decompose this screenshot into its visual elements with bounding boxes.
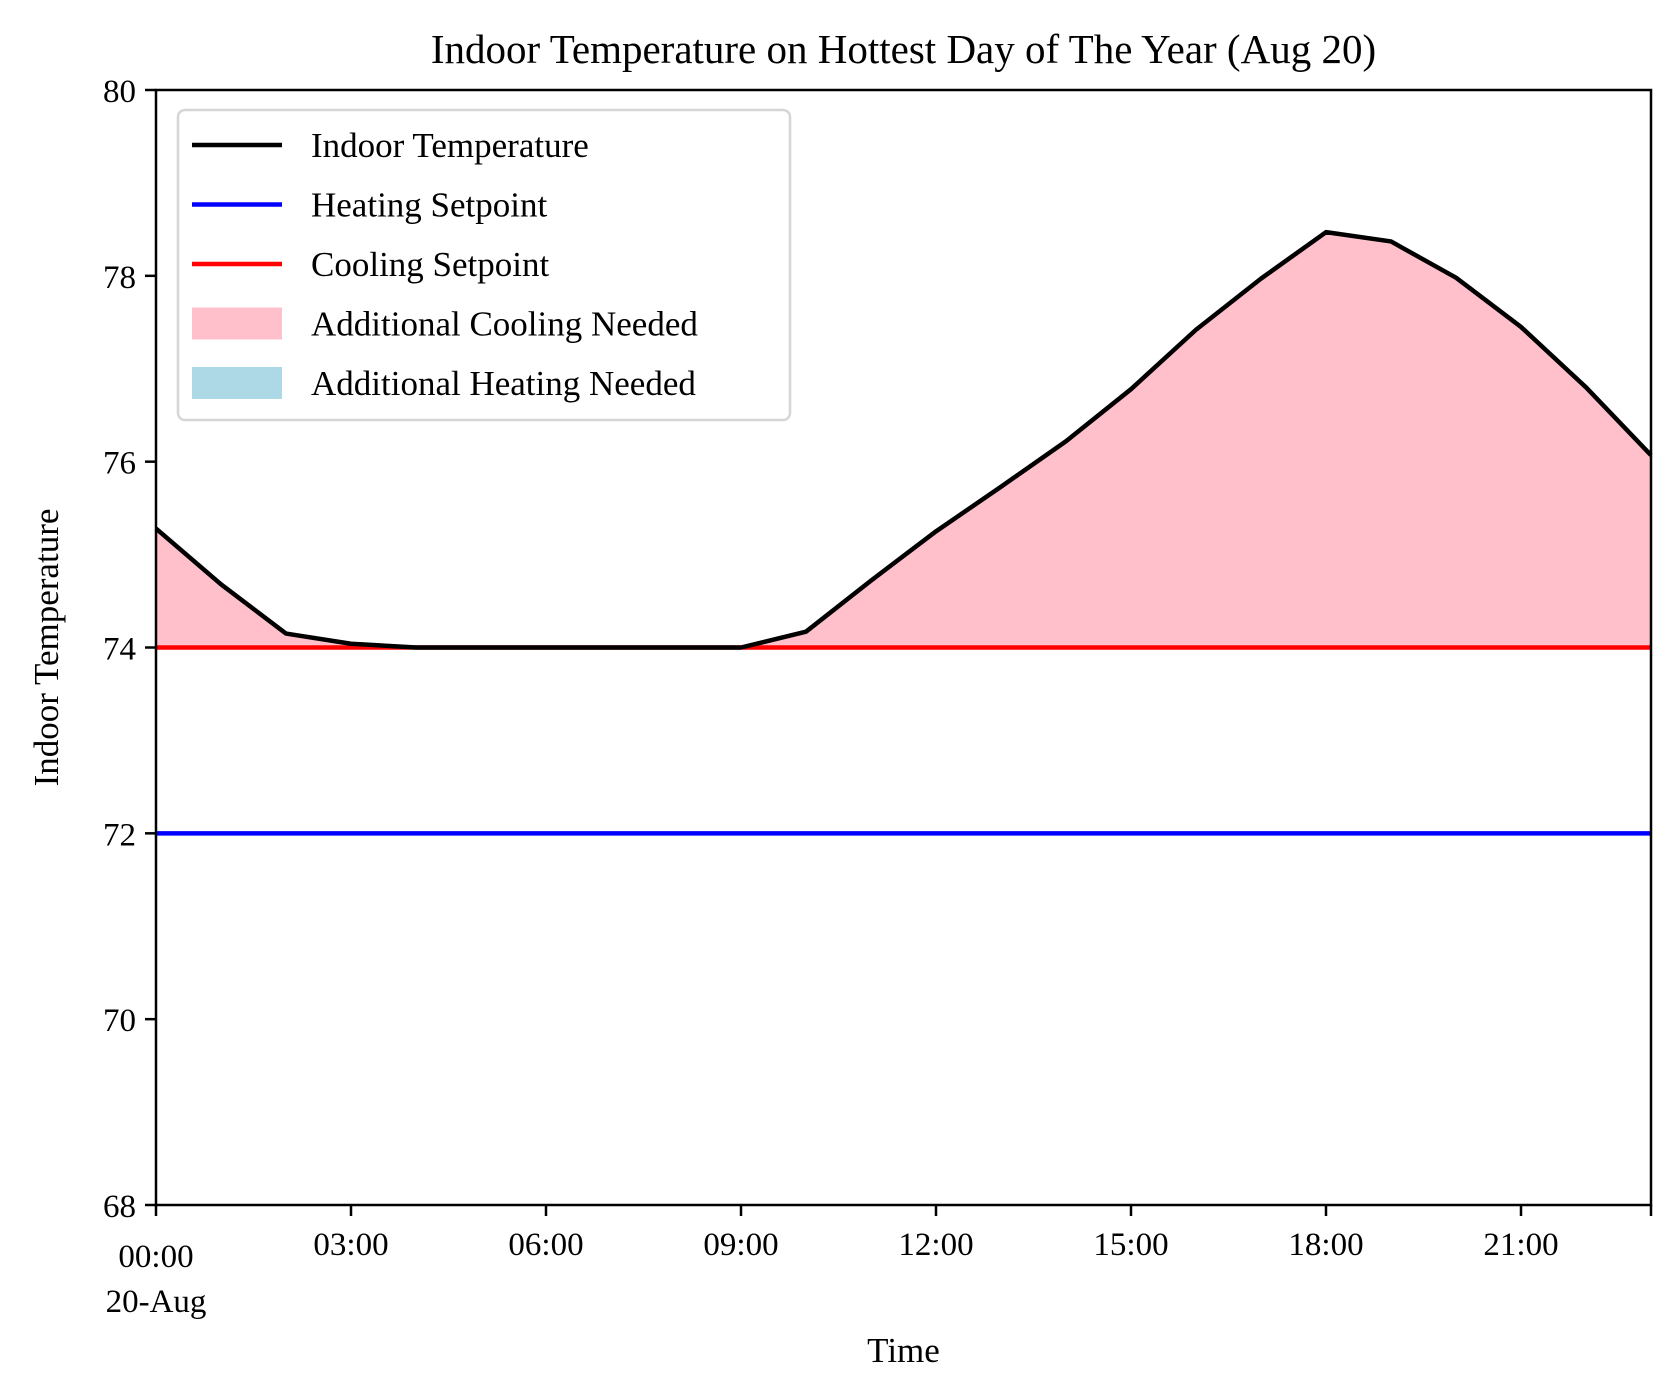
y-tick-label: 70 [103,1003,136,1039]
y-tick-label: 80 [103,74,136,110]
legend-swatch-patch [192,367,282,399]
x-tick-label: 09:00 [703,1227,778,1263]
legend-label: Cooling Setpoint [311,245,549,284]
y-tick-label: 68 [103,1189,136,1225]
chart-title: Indoor Temperature on Hottest Day of The… [431,26,1376,72]
x-tick-label: 06:00 [508,1227,583,1263]
x-tick-label: 15:00 [1093,1227,1168,1263]
legend-label: Indoor Temperature [311,126,589,165]
legend: Indoor Temperature Heating Setpoint Coolin… [176,108,792,422]
y-axis-title: Indoor Temperature [27,509,66,787]
y-tick-label: 72 [103,817,136,853]
x-tick-label: 03:00 [313,1227,388,1263]
x-tick-label: 21:00 [1483,1227,1558,1263]
legend-label: Additional Cooling Needed [311,305,698,344]
y-tick-label: 78 [103,260,136,296]
cooling-needed-area [156,232,1651,648]
legend-label: Heating Setpoint [311,186,547,225]
indoor-temperature-line [154,229,1653,650]
y-tick-label: 74 [103,632,136,668]
x-tick-label: 00:00 [118,1239,193,1275]
x-tick-sublabel: 20-Aug [106,1284,207,1320]
x-tick-label: 12:00 [898,1227,973,1263]
x-tick-label: 18:00 [1288,1227,1363,1263]
x-axis-title: Time [867,1331,940,1370]
plot-area: 68 70 72 74 76 78 80 00:00 03:00 06:00 09:00 12:00 1… [103,74,1653,1320]
legend-label: Additional Heating Needed [311,364,696,403]
y-tick-label: 76 [103,446,136,482]
legend-swatch-patch [192,307,282,340]
legend-box [176,108,792,422]
